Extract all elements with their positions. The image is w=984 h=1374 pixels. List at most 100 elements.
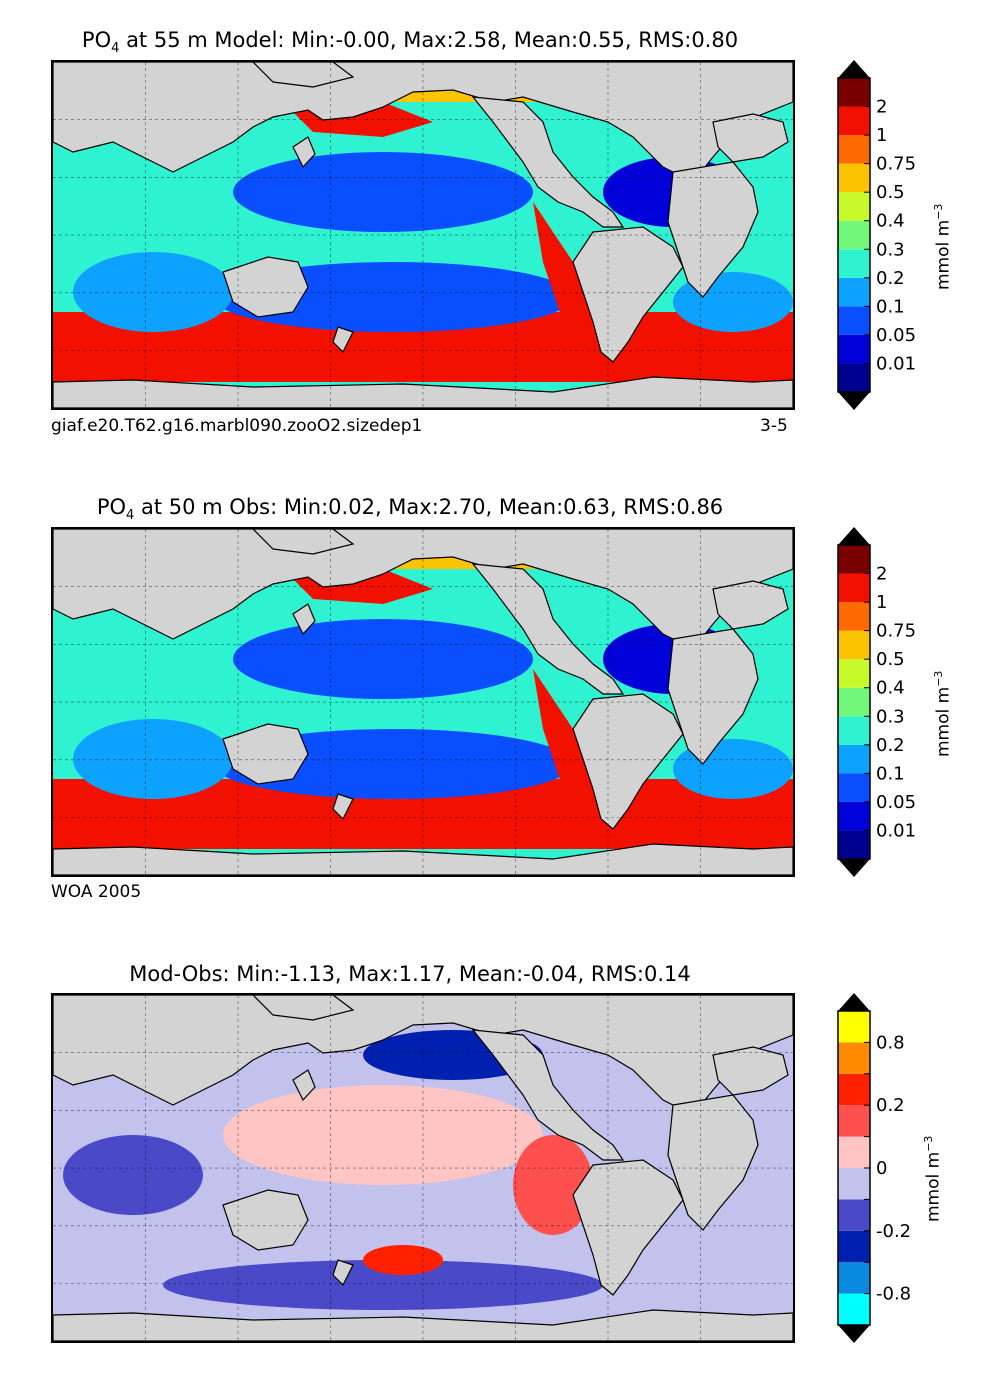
colorbar-outline bbox=[837, 77, 871, 393]
colorbar-segment bbox=[838, 192, 870, 221]
positive-anomaly bbox=[513, 1135, 593, 1235]
land-mass bbox=[667, 161, 759, 298]
model-map bbox=[53, 62, 793, 408]
colorbar-tick-label: -0.2 bbox=[876, 1221, 911, 1242]
colorbar-segment bbox=[838, 1042, 870, 1074]
land-mass bbox=[292, 1069, 316, 1102]
eastern-pacific-upwelling bbox=[533, 202, 593, 322]
colorbar-tick-label: 0.01 bbox=[876, 353, 916, 374]
land-mass bbox=[712, 113, 789, 163]
colorbar-tick-label: 1 bbox=[876, 592, 887, 613]
title-species: PO bbox=[96, 495, 127, 519]
colorbar-tick-label: 0.75 bbox=[876, 154, 916, 175]
negative-anomaly bbox=[63, 1135, 203, 1215]
panel-2-unit-label: mmol m−3 bbox=[932, 670, 954, 757]
land-mass bbox=[222, 1189, 309, 1251]
colorbar-tick-label: 0.3 bbox=[876, 239, 905, 260]
panel-3-unit-label: mmol m−3 bbox=[922, 1135, 944, 1222]
colorbar-segment bbox=[838, 716, 870, 745]
extend-min-triangle bbox=[838, 859, 870, 877]
colorbar-svg: -0.8 -0.2 0 0.2 0.8 bbox=[837, 993, 911, 1343]
colorbar-segment bbox=[838, 1136, 870, 1168]
colorbar-tick-label: 0.5 bbox=[876, 182, 905, 203]
extend-min-triangle bbox=[838, 392, 870, 410]
colorbar-outline bbox=[837, 544, 871, 860]
colorbar-tick-label: 0.5 bbox=[876, 649, 905, 670]
colorbar-segment bbox=[838, 1168, 870, 1200]
land-mass bbox=[222, 723, 309, 785]
extend-max-triangle bbox=[838, 60, 870, 78]
colorbar-segment bbox=[838, 773, 870, 802]
panel-2-map bbox=[51, 527, 795, 877]
colorbar-segment bbox=[838, 1011, 870, 1043]
title-stats: at 55 m Model: Min:-0.00, Max:2.58, Mean… bbox=[119, 28, 739, 52]
colorbar-segment bbox=[838, 744, 870, 774]
land-mass bbox=[292, 603, 316, 636]
colorbar-tick-label: 0.3 bbox=[876, 706, 905, 727]
colorbar-segment bbox=[838, 363, 870, 392]
extend-max-triangle bbox=[838, 993, 870, 1011]
land-mass bbox=[572, 1159, 684, 1296]
land-mass bbox=[572, 693, 684, 830]
land-mass bbox=[252, 995, 355, 1021]
colorbar-segment bbox=[838, 545, 870, 574]
extend-max-triangle bbox=[838, 527, 870, 545]
panel-2-title: PO4 at 50 m Obs: Min:0.02, Max:2.70, Mea… bbox=[20, 495, 800, 528]
colorbar-svg: 0.01 0.05 0.1 0.2 0.3 0.4 0.5 0.75 1 2 bbox=[837, 527, 916, 877]
panel-3-title: Mod-Obs: Min:-1.13, Max:1.17, Mean:-0.04… bbox=[20, 962, 800, 986]
colorbar-segment bbox=[838, 1293, 870, 1325]
colorbar-tick-label: 0.1 bbox=[876, 763, 905, 784]
colorbar-segment bbox=[838, 630, 870, 660]
colorbar-segment bbox=[838, 1105, 870, 1137]
diff-map bbox=[53, 995, 793, 1341]
colorbar-tick-label: 0.2 bbox=[876, 735, 905, 756]
colorbar-segment bbox=[838, 1199, 870, 1231]
colorbar-segment bbox=[838, 573, 870, 603]
colorbar-segment bbox=[838, 135, 870, 164]
colorbar-tick-label: 0.4 bbox=[876, 678, 905, 699]
colorbar-tick-label: 2 bbox=[876, 97, 887, 118]
colorbar-tick-label: 0.05 bbox=[876, 792, 916, 813]
north-pacific-gyre bbox=[233, 152, 533, 232]
colorbar-segment bbox=[838, 106, 870, 136]
colorbar-segment bbox=[838, 602, 870, 631]
panel-2-colorbar: 0.01 0.05 0.1 0.2 0.3 0.4 0.5 0.75 1 2 bbox=[837, 527, 916, 877]
colorbar-tick-label: 0.01 bbox=[876, 820, 916, 841]
title-subscript: 4 bbox=[111, 41, 120, 57]
land-mass bbox=[332, 1259, 354, 1287]
colorbar-segment bbox=[838, 277, 870, 307]
colorbar-segment bbox=[838, 1262, 870, 1294]
land-mass bbox=[572, 226, 684, 363]
panel-1-colorbar: 0.01 0.05 0.1 0.2 0.3 0.4 0.5 0.75 1 2 bbox=[837, 60, 916, 410]
positive-anomaly bbox=[363, 1245, 443, 1275]
land-mass bbox=[667, 1094, 759, 1231]
colorbar-tick-label: 0.1 bbox=[876, 296, 905, 317]
indian-ocean-gyre bbox=[73, 719, 233, 799]
panel-1-map bbox=[51, 60, 795, 410]
colorbar-segment bbox=[838, 163, 870, 193]
land-mass bbox=[292, 136, 316, 169]
land-mass bbox=[332, 793, 354, 821]
colorbar-tick-label: 0.05 bbox=[876, 325, 916, 346]
colorbar-svg: 0.01 0.05 0.1 0.2 0.3 0.4 0.5 0.75 1 2 bbox=[837, 60, 916, 410]
colorbar-tick-label: 1 bbox=[876, 125, 887, 146]
colorbar-tick-label: 2 bbox=[876, 564, 887, 585]
colorbar-segment bbox=[838, 78, 870, 107]
colorbar-tick-label: 0.2 bbox=[876, 268, 905, 289]
title-species: PO bbox=[81, 28, 112, 52]
panel-3-colorbar: -0.8 -0.2 0 0.2 0.8 bbox=[837, 993, 911, 1343]
colorbar-segment bbox=[838, 220, 870, 250]
colorbar-tick-label: 0.8 bbox=[876, 1032, 905, 1053]
panel-1-caption-right: 3-5 bbox=[760, 416, 788, 436]
colorbar-segment bbox=[838, 1073, 870, 1106]
land-mass bbox=[252, 529, 355, 555]
land-mass bbox=[667, 628, 759, 765]
colorbar-segment bbox=[838, 801, 870, 831]
positive-anomaly bbox=[223, 1085, 543, 1185]
extend-min-triangle bbox=[838, 1325, 870, 1343]
colorbar-segment bbox=[838, 659, 870, 688]
colorbar-segment bbox=[838, 687, 870, 717]
colorbar-segment bbox=[838, 334, 870, 364]
land-mass bbox=[332, 326, 354, 354]
land-mass bbox=[252, 62, 355, 88]
